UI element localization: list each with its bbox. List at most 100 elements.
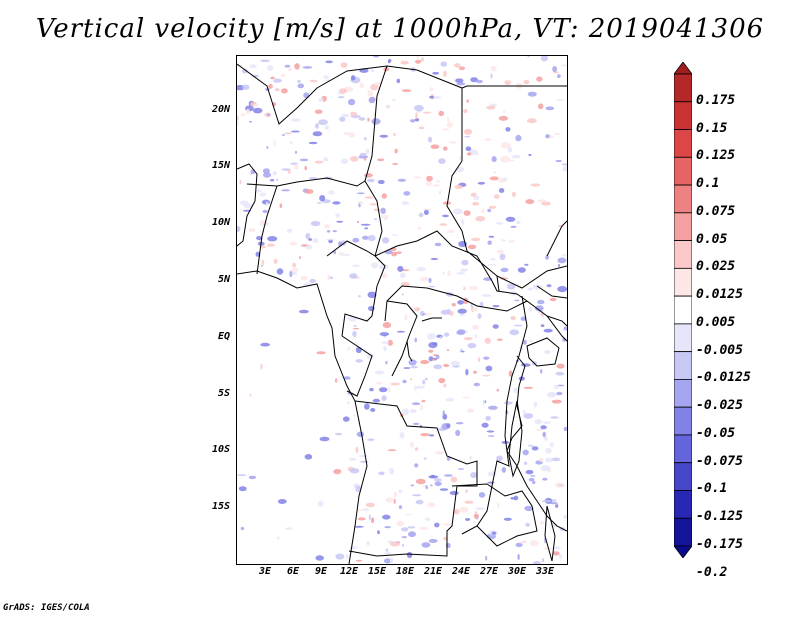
border-east-lakes — [506, 355, 567, 532]
colorbar-segment — [674, 101, 692, 130]
velocity-blob — [415, 112, 418, 119]
velocity-blob — [500, 156, 510, 163]
velocity-blob — [496, 455, 503, 462]
velocity-blob — [364, 403, 370, 410]
velocity-blob — [490, 258, 496, 261]
velocity-blob — [237, 116, 239, 121]
velocity-blob — [273, 78, 282, 83]
velocity-blob — [393, 133, 396, 136]
colorbar-segment — [674, 212, 692, 241]
velocity-blob — [469, 455, 473, 461]
velocity-blob — [353, 325, 357, 327]
colorbar-segment — [674, 490, 692, 519]
velocity-blob — [511, 191, 516, 197]
velocity-blob — [482, 399, 486, 406]
velocity-blob — [352, 327, 360, 330]
velocity-blob — [465, 489, 468, 493]
velocity-blob — [355, 559, 363, 562]
velocity-blob — [439, 223, 448, 226]
velocity-blob — [387, 339, 393, 346]
velocity-blob — [409, 409, 417, 414]
velocity-blob — [422, 379, 426, 385]
velocity-blob — [505, 127, 511, 132]
velocity-blob — [284, 64, 291, 68]
velocity-blob — [442, 271, 446, 275]
velocity-blob — [369, 387, 374, 392]
velocity-blob — [553, 132, 561, 135]
velocity-blob — [273, 140, 276, 147]
velocity-blob — [380, 214, 389, 219]
velocity-blob — [408, 531, 416, 538]
velocity-blob — [381, 395, 387, 402]
velocity-blob — [377, 530, 380, 535]
velocity-blob — [343, 376, 351, 380]
velocity-blob — [443, 536, 448, 541]
velocity-blob — [540, 369, 543, 374]
velocity-blob — [482, 374, 491, 377]
velocity-blob — [418, 126, 425, 130]
velocity-blob — [416, 266, 426, 272]
velocity-blob — [359, 460, 369, 463]
velocity-blob — [525, 469, 534, 475]
velocity-blob — [384, 217, 388, 221]
velocity-blob — [557, 264, 561, 267]
velocity-blob — [438, 158, 446, 164]
velocity-blob — [367, 353, 374, 360]
velocity-blob — [492, 305, 500, 308]
velocity-blob — [273, 258, 278, 264]
velocity-blob — [364, 196, 374, 199]
velocity-blob — [428, 277, 432, 283]
velocity-blob — [312, 131, 323, 137]
velocity-blob — [443, 383, 447, 388]
velocity-blob — [238, 486, 247, 492]
velocity-blob — [459, 313, 465, 317]
velocity-blob — [545, 134, 550, 139]
velocity-blob — [434, 522, 440, 528]
velocity-blob — [549, 442, 554, 448]
colorbar-label: -0.005 — [696, 342, 743, 358]
velocity-blob — [237, 474, 247, 477]
velocity-blob — [400, 527, 409, 532]
velocity-blob — [428, 475, 439, 479]
velocity-blob — [546, 284, 552, 288]
velocity-blob — [309, 79, 318, 83]
velocity-blob — [501, 467, 507, 473]
velocity-blob — [402, 408, 410, 415]
colorbar-bottom-arrow — [674, 545, 692, 558]
lat-label: 5S — [217, 388, 230, 399]
velocity-blob — [426, 175, 433, 182]
velocity-blob — [405, 513, 413, 516]
velocity-blob — [402, 379, 407, 384]
velocity-blob — [540, 425, 547, 430]
velocity-blob — [455, 78, 464, 83]
velocity-blob — [413, 176, 422, 179]
velocity-blob — [438, 190, 442, 195]
velocity-blob — [449, 490, 459, 496]
velocity-blob — [537, 199, 547, 203]
velocity-blob — [266, 146, 269, 149]
velocity-blob — [528, 306, 533, 312]
colorbar-segment — [674, 295, 692, 325]
velocity-blob — [412, 494, 422, 497]
velocity-blob — [503, 401, 513, 405]
velocity-blob — [463, 286, 466, 291]
velocity-blob — [346, 553, 349, 560]
velocity-blob — [540, 465, 551, 472]
velocity-blob — [256, 189, 262, 193]
velocity-blob — [433, 96, 442, 100]
velocity-blob — [305, 232, 311, 240]
velocity-blob — [383, 558, 392, 564]
velocity-blob — [465, 146, 472, 151]
velocity-blob — [429, 87, 434, 92]
colorbar-label: 0.075 — [696, 203, 736, 219]
velocity-blob — [550, 416, 559, 419]
velocity-blob — [259, 220, 265, 227]
velocity-blob — [537, 299, 545, 305]
velocity-blob — [459, 155, 462, 161]
velocity-blob — [423, 208, 431, 211]
velocity-blob — [252, 107, 263, 114]
velocity-blob — [462, 396, 472, 399]
velocity-blob — [350, 156, 359, 162]
velocity-blob — [474, 334, 477, 338]
velocity-blob — [442, 523, 452, 526]
